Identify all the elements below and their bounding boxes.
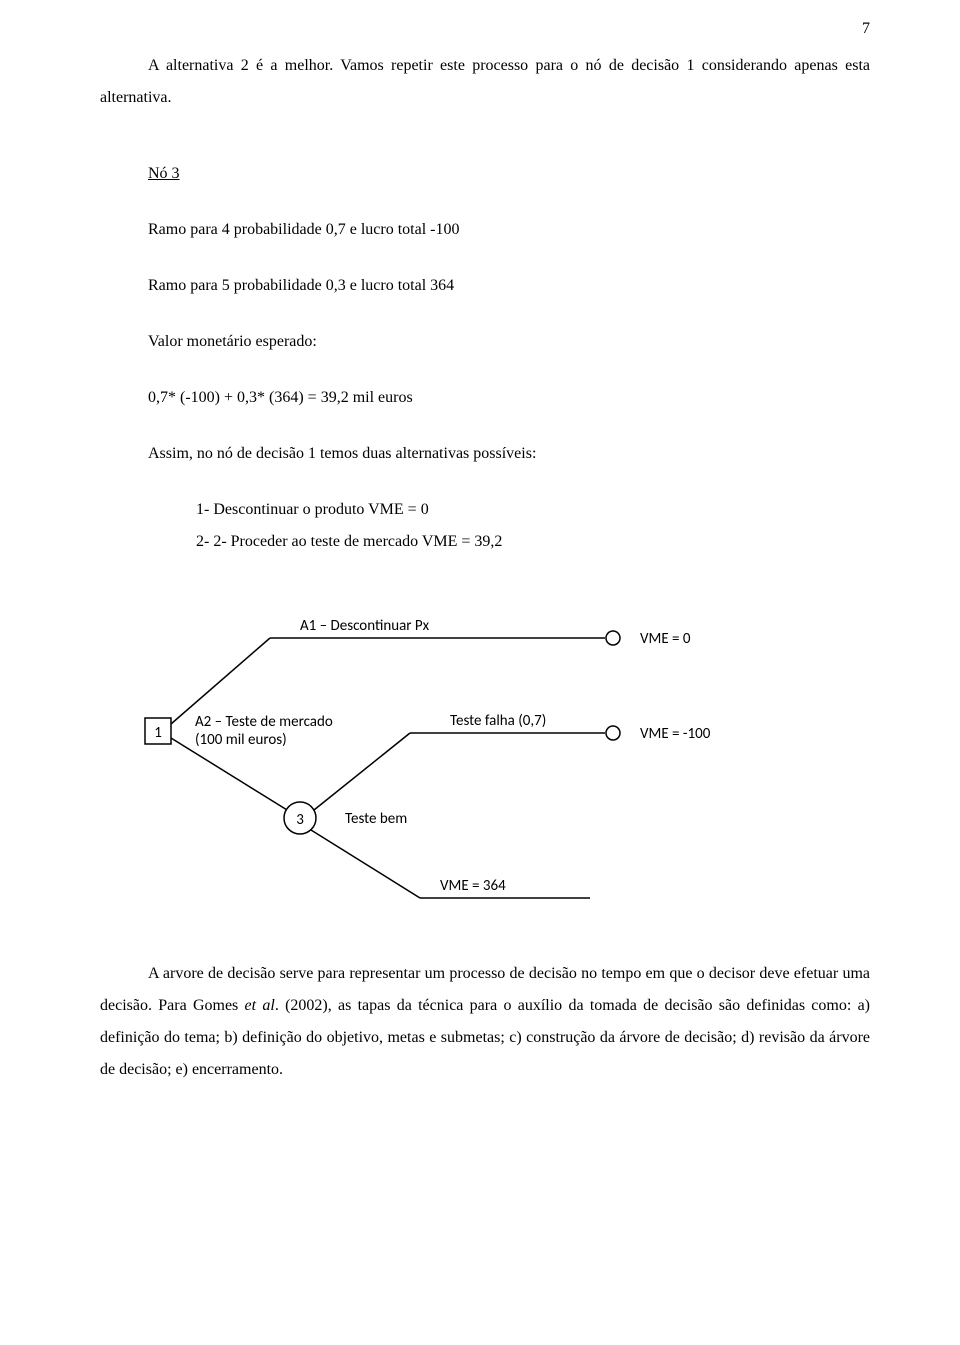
node3-heading: Nó 3 xyxy=(100,158,870,190)
branch-a2-line xyxy=(171,738,300,818)
node3-heading-text: Nó 3 xyxy=(148,165,180,182)
intro-paragraph: A alternativa 2 é a melhor. Vamos repeti… xyxy=(100,50,870,114)
alt2-text: 2- 2- Proceder ao teste de mercado VME =… xyxy=(148,526,870,558)
label-a2-line2: (100 mil euros) xyxy=(195,731,287,749)
expected-calc: 0,7* (-100) + 0,3* (364) = 39,2 mil euro… xyxy=(100,382,870,414)
label-vme364: VME = 364 xyxy=(440,877,506,895)
alt1-text: 1- Descontinuar o produto VME = 0 xyxy=(148,494,870,526)
label-vme0: VME = 0 xyxy=(640,630,691,648)
branch5-text: Ramo para 5 probabilidade 0,3 e lucro to… xyxy=(100,270,870,302)
decision-node-1-label: 1 xyxy=(154,724,162,742)
alternatives-list: 1- Descontinuar o produto VME = 0 2- 2- … xyxy=(148,494,870,558)
branch-fail-diag xyxy=(314,733,410,810)
final-para-italic: et al xyxy=(245,997,275,1014)
label-a1: A1 – Descontinuar Px xyxy=(300,617,430,635)
decision-tree-diagram: 1 A1 – Descontinuar Px VME = 0 A2 – Test… xyxy=(100,598,870,918)
expected-label: Valor monetário esperado: xyxy=(100,326,870,358)
label-bem: Teste bem xyxy=(345,810,407,828)
label-vme-neg100: VME = -100 xyxy=(640,725,711,743)
chance-node-3-label: 3 xyxy=(296,811,304,829)
final-paragraph: A arvore de decisão serve para represent… xyxy=(100,958,870,1086)
terminal-fail-circle xyxy=(606,726,620,740)
label-a2-line1: A2 – Teste de mercado xyxy=(195,713,333,731)
label-fail: Teste falha (0,7) xyxy=(450,712,546,730)
branch-bem-diag xyxy=(311,830,420,898)
branch-a1-line-diag xyxy=(171,638,270,724)
page-number: 7 xyxy=(862,20,870,38)
thus-text: Assim, no nó de decisão 1 temos duas alt… xyxy=(100,438,870,470)
branch4-text: Ramo para 4 probabilidade 0,7 e lucro to… xyxy=(100,214,870,246)
terminal-a1-circle xyxy=(606,631,620,645)
